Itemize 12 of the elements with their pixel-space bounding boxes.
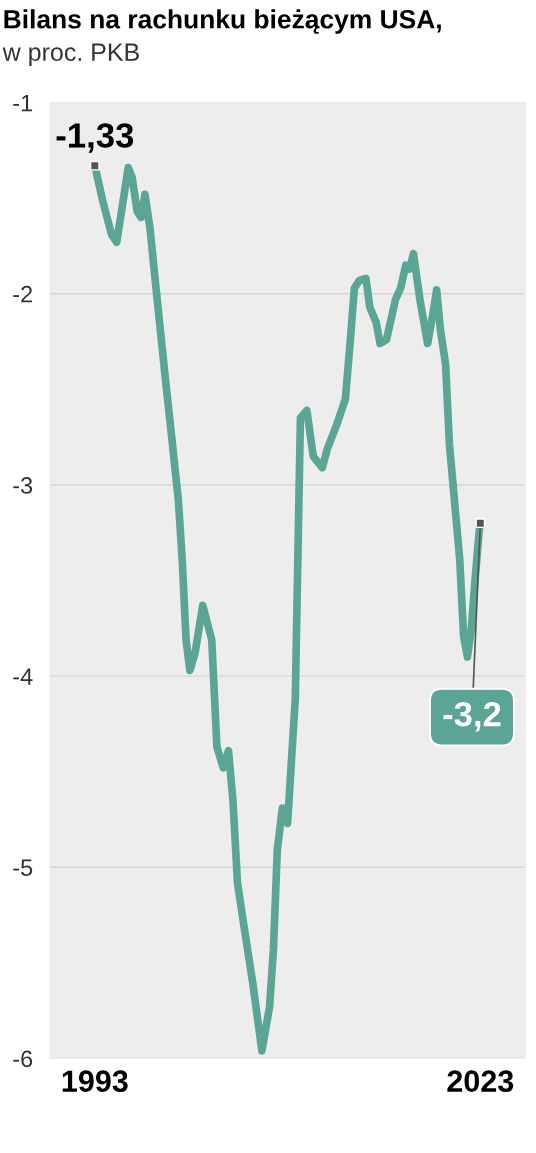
- annotation: -1,33: [56, 123, 134, 153]
- y-tick-label: -5: [13, 859, 33, 877]
- y-tick-label: -3: [13, 477, 33, 494]
- y-tick-label: -6: [13, 1050, 33, 1068]
- y-tick-label: -2: [13, 285, 32, 303]
- chart-subtitle: w proc. PKB: [2, 43, 139, 66]
- x-tick-label: 2023: [447, 1070, 514, 1093]
- x-tick-label: 1993: [62, 1070, 128, 1093]
- chart-title: Bilans na rachunku bieżącym USA,: [4, 9, 441, 34]
- y-tick-label: -4: [13, 668, 33, 685]
- y-tick-label: -1: [13, 94, 33, 112]
- annotation: -3,2: [443, 701, 501, 732]
